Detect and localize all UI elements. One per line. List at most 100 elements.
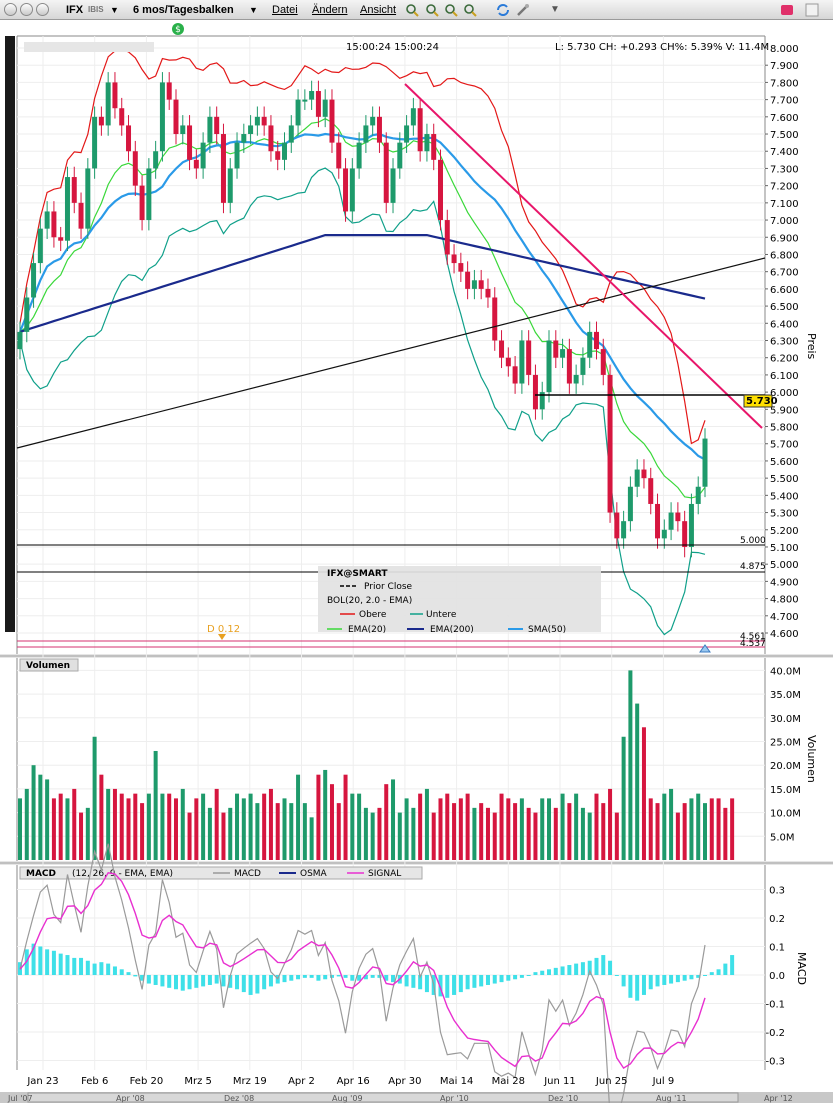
zoom-out-icon[interactable]: [425, 3, 439, 17]
volume-bar: [526, 807, 531, 860]
osma-bar: [45, 949, 50, 975]
volume-bar: [533, 812, 538, 860]
macd-title: MACD: [26, 869, 56, 879]
price-tick: 6.900: [770, 233, 799, 244]
osma-bar: [377, 975, 382, 978]
volume-title: Volumen: [26, 661, 70, 671]
price-tick: 4.600: [770, 629, 799, 640]
candle-body: [593, 331, 599, 350]
period-selector[interactable]: 6 mos/Tagesbalken: [133, 4, 234, 16]
osma-bar: [241, 975, 246, 993]
volume-bar: [85, 807, 90, 860]
osma-bar: [574, 963, 579, 975]
dividend-marker-icon[interactable]: [218, 634, 226, 640]
volume-bar: [465, 793, 470, 860]
volume-bar: [45, 779, 50, 860]
osma-bar: [316, 975, 321, 981]
period-dropdown-icon[interactable]: ▼: [249, 5, 258, 15]
volume-tick: 35.0M: [770, 690, 801, 701]
candle-body: [505, 357, 511, 367]
volume-bar: [146, 793, 151, 860]
candle-body: [275, 151, 281, 160]
alert-marker-icon[interactable]: [699, 644, 711, 653]
header-stats: L: 5.730 CH: +0.293 CH%: 5.39% V: 11.4M: [555, 42, 769, 53]
osma-bar: [662, 975, 667, 985]
x-axis-label: Apr 16: [337, 1076, 370, 1087]
tools-icon[interactable]: [516, 3, 530, 17]
menu-aendern[interactable]: Ändern: [312, 4, 348, 16]
candle-body: [492, 297, 498, 341]
osma-bar: [296, 975, 301, 980]
osma-bar: [641, 975, 646, 995]
support-trendline[interactable]: [16, 257, 766, 449]
osma-bar: [51, 950, 56, 975]
osma-bar: [187, 975, 192, 990]
x-axis-label: Apr 2: [288, 1076, 315, 1087]
detach-icon[interactable]: [780, 3, 794, 17]
volume-bar: [696, 793, 701, 860]
candle-body: [44, 211, 50, 229]
price-tick: 5.800: [770, 423, 799, 434]
left-scrollbar[interactable]: [5, 36, 15, 632]
hline-label-4537: 4.537: [740, 639, 766, 649]
chart-toolbar: IFX IBIS ▼ 6 mos/Tagesbalken ▼ Datei Änd…: [0, 0, 833, 20]
last-price-label: 5.730: [746, 396, 778, 407]
menu-ansicht[interactable]: Ansicht: [360, 4, 397, 16]
volume-bar: [357, 793, 362, 860]
volume-bar: [126, 798, 131, 860]
macd-tick: 0.1: [769, 943, 785, 954]
candle-body: [499, 340, 505, 358]
zoom-in-icon[interactable]: [405, 3, 419, 17]
zoom-reset-icon[interactable]: [463, 3, 477, 17]
candle-body: [682, 521, 688, 547]
x-axis-label: Mrz 5: [184, 1076, 212, 1087]
symbol-label[interactable]: IFX: [66, 4, 84, 16]
candle-body: [85, 168, 91, 229]
osma-bar: [160, 975, 165, 987]
volume-bar: [160, 793, 165, 860]
volume-bar: [445, 793, 450, 860]
zoom-fit-icon[interactable]: [444, 3, 458, 17]
candle-body: [119, 108, 125, 126]
volume-bar: [65, 798, 70, 860]
candle-body: [343, 168, 349, 212]
osma-bar: [65, 955, 70, 975]
symbol-dropdown-icon[interactable]: ▼: [110, 5, 119, 15]
volume-bar: [106, 788, 111, 860]
osma-bar: [255, 975, 260, 994]
volume-bar: [418, 793, 423, 860]
candle-body: [566, 349, 572, 384]
resistance-trendline[interactable]: [404, 83, 763, 429]
candle-body: [241, 134, 247, 143]
volume-bar: [235, 793, 240, 860]
candle-body: [254, 116, 260, 126]
price-tick: 8.000: [770, 44, 799, 55]
candle-body: [424, 134, 430, 152]
osma-bar: [465, 975, 470, 990]
chart-canvas[interactable]: 5.000 4.875 4.561 4.537 D 0.12 $ 15:00:2…: [0, 20, 833, 1103]
osma-bar: [716, 969, 721, 975]
more-dropdown-icon[interactable]: ▼: [550, 4, 560, 15]
volume-bar: [560, 793, 565, 860]
volume-bar: [302, 803, 307, 860]
candle-body: [668, 512, 674, 530]
candle-body: [417, 108, 423, 152]
candle-body: [546, 340, 552, 393]
osma-bar: [194, 975, 199, 988]
volume-bar: [180, 788, 185, 860]
candle-body: [71, 177, 77, 203]
close-icon[interactable]: [805, 3, 819, 17]
refresh-button[interactable]: [36, 3, 49, 16]
price-tick: 7.600: [770, 113, 799, 124]
indicator-legend[interactable]: IFX@SMART Prior Close BOL(20, 2.0 - EMA)…: [318, 566, 601, 635]
candle-body: [376, 116, 382, 143]
x-axis-label: Mai 28: [492, 1076, 525, 1087]
osma-bar: [140, 975, 145, 981]
osma-bar: [547, 969, 552, 975]
volume-bar: [241, 798, 246, 860]
price-tick: 5.200: [770, 526, 799, 537]
back-button[interactable]: [4, 3, 17, 16]
menu-datei[interactable]: Datei: [272, 4, 298, 16]
forward-button[interactable]: [20, 3, 33, 16]
sync-icon[interactable]: [496, 3, 510, 17]
